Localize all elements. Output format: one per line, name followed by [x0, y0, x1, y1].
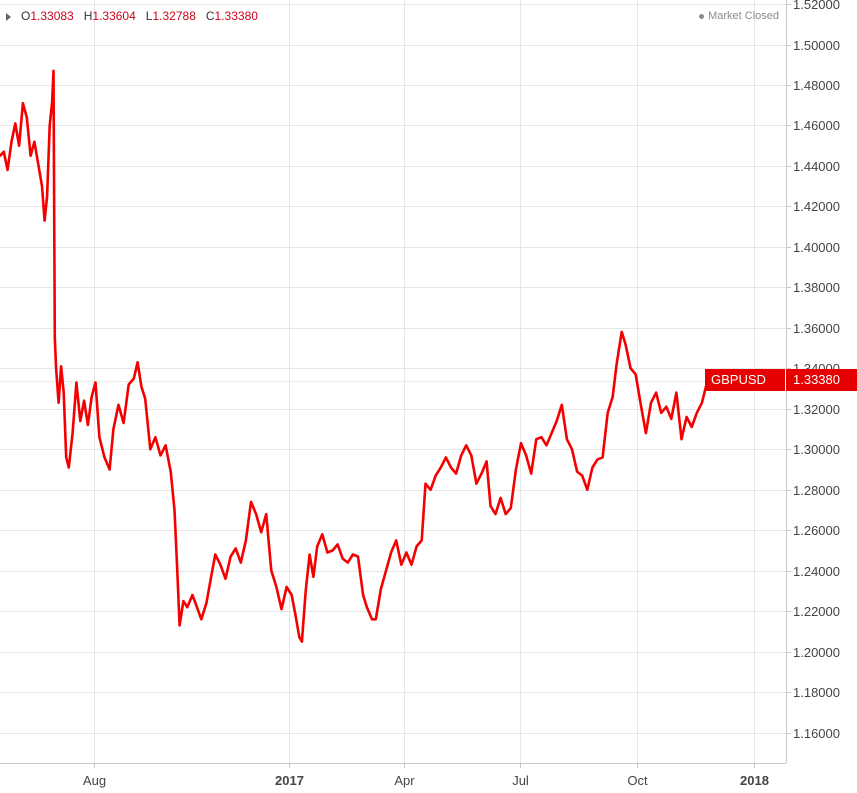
y-tick-label: 1.28000: [793, 483, 840, 498]
close-value: 1.33380: [214, 9, 258, 23]
x-tick-label: Apr: [394, 773, 415, 788]
high-key: H: [83, 9, 93, 23]
time-axis-labels: Aug 2017 Apr Jul Oct 2018: [83, 763, 769, 788]
x-tick-label: Jul: [512, 773, 529, 788]
y-tick-label: 1.20000: [793, 645, 840, 660]
open-value: 1.33083: [30, 9, 74, 23]
y-tick-label: 1.44000: [793, 159, 840, 174]
status-dot-icon: [699, 13, 705, 19]
open-key: O: [21, 9, 31, 23]
low-key: L: [145, 9, 153, 23]
y-tick-label: 1.24000: [793, 564, 840, 579]
y-tick-label: 1.46000: [793, 118, 840, 133]
y-tick-label: 1.36000: [793, 321, 840, 336]
symbol-label: GBPUSD: [711, 372, 766, 387]
label-separator: [785, 369, 786, 391]
y-tick-label: 1.42000: [793, 199, 840, 214]
y-tick-label: 1.32000: [793, 402, 840, 417]
market-status: Market Closed: [699, 10, 779, 22]
y-tick-label: 1.48000: [793, 78, 840, 93]
y-tick-label: 1.30000: [793, 442, 840, 457]
x-tick-label: 2018: [740, 773, 769, 788]
price-series-line: [0, 69, 711, 643]
ohlc-legend: O1.33083 H1.33604 L1.32788 C1.33380: [6, 9, 258, 23]
y-tick-label: 1.40000: [793, 240, 840, 255]
y-tick-label: 1.52000: [793, 0, 840, 12]
y-tick-label: 1.16000: [793, 726, 840, 741]
y-tick-label: 1.18000: [793, 685, 840, 700]
y-tick-label: 1.38000: [793, 280, 840, 295]
horizontal-gridlines: [0, 4, 786, 734]
market-status-text: Market Closed: [708, 10, 779, 22]
last-price-label: GBPUSD 1.33380: [705, 369, 857, 391]
x-tick-label: Oct: [627, 773, 648, 788]
y-tick-label: 1.22000: [793, 604, 840, 619]
last-price-value: 1.33380: [793, 372, 840, 387]
x-tick-label: Aug: [83, 773, 106, 788]
y-tick-label: 1.50000: [793, 38, 840, 53]
high-value: 1.33604: [92, 9, 136, 23]
collapse-arrow-icon[interactable]: [6, 12, 11, 21]
x-tick-label: 2017: [275, 773, 304, 788]
close-key: C: [205, 9, 215, 23]
low-value: 1.32788: [152, 9, 196, 23]
price-axis-labels: 1.52000 1.50000 1.48000 1.46000 1.44000 1.420…: [786, 0, 840, 741]
y-tick-label: 1.26000: [793, 523, 840, 538]
